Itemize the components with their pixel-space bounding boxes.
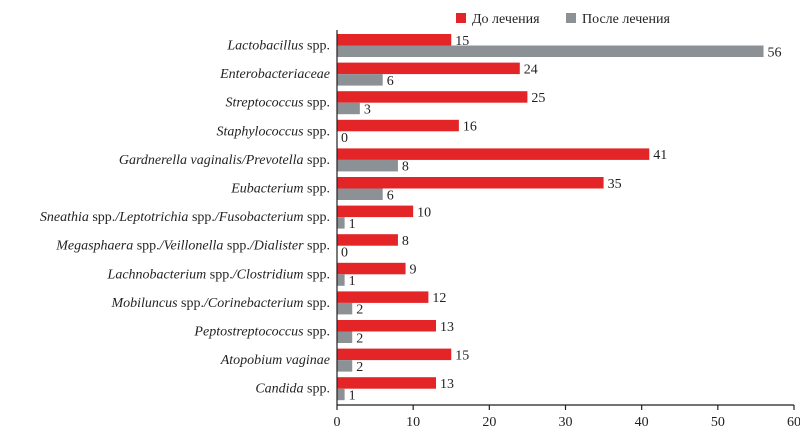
bar-after (337, 102, 360, 115)
legend-swatch (566, 13, 576, 23)
bar-before (337, 291, 429, 303)
value-labels: 15 56 24 6 25 3 16 0 41 8 35 6 10 1 8 0 9 1 12 2 13 2 15 2 13 1 (341, 34, 782, 404)
category-label: Atopobium vaginae (220, 353, 330, 368)
x-tick-label: 60 (787, 415, 800, 430)
bar-before (337, 205, 414, 218)
bar-before (337, 234, 398, 246)
x-axis: 0 10 20 30 40 50 60 (334, 30, 800, 430)
value-label: 1 (349, 388, 356, 403)
value-label: 16 (463, 120, 477, 135)
value-label: 12 (432, 291, 446, 306)
category-label: Gardnerella vaginalis/Prevotella spp. (119, 153, 330, 168)
bar-before (337, 177, 604, 189)
category-label: Enterobacteriaceae (219, 67, 330, 82)
value-label: 2 (356, 303, 363, 318)
bar-before (337, 119, 459, 132)
category-label: Peptostreptococcus spp. (193, 325, 330, 340)
value-label: 15 (455, 348, 469, 363)
x-tick-label: 50 (711, 415, 725, 430)
bar-after (337, 360, 353, 372)
value-label: 41 (653, 148, 667, 163)
value-label: 1 (349, 274, 356, 289)
value-label: 0 (341, 245, 348, 260)
value-label: 2 (356, 360, 363, 375)
bar-after (337, 331, 353, 343)
category-label: Lactobacillus spp. (226, 39, 330, 54)
value-label: 25 (531, 91, 545, 106)
legend-label: До лечения (472, 12, 540, 27)
value-label: 1 (349, 217, 356, 232)
category-label: Lachnobacterium spp./Clostridium spp. (107, 267, 330, 282)
category-label: Megasphaera spp./Veillonella spp./Dialis… (55, 239, 330, 254)
bar-before (337, 62, 520, 75)
bar-after (337, 274, 345, 286)
value-label: 8 (402, 234, 409, 249)
value-label: 13 (440, 320, 454, 335)
bar-before (337, 148, 650, 160)
value-label: 56 (768, 45, 782, 60)
legend-swatch (456, 13, 466, 23)
value-label: 6 (387, 188, 394, 203)
x-tick-label: 40 (635, 415, 649, 430)
value-label: 13 (440, 377, 454, 392)
x-tick-label: 30 (559, 415, 573, 430)
bar-before (337, 348, 452, 361)
value-label: 15 (455, 34, 469, 49)
value-label: 35 (608, 177, 622, 192)
legend: До лечения После лечения (456, 12, 670, 27)
x-tick-label: 10 (406, 415, 420, 430)
category-label: Mobiluncus spp./Corinebacterium spp. (110, 296, 330, 311)
bar-after (337, 388, 345, 401)
bar-before (337, 377, 437, 389)
bar-after (337, 159, 398, 172)
bar-after (337, 188, 383, 200)
category-label: Eubacterium spp. (230, 182, 330, 197)
bar-before (337, 34, 452, 46)
bar-after (337, 217, 345, 229)
value-label: 24 (524, 62, 538, 77)
bar-before (337, 91, 528, 103)
x-tick-label: 0 (334, 415, 341, 430)
bar-before (337, 320, 437, 332)
legend-label: После лечения (582, 12, 670, 27)
category-label: Sneathia spp./Leptotrichia spp./Fusobact… (40, 210, 330, 225)
bar-after (337, 302, 353, 315)
value-label: 8 (402, 160, 409, 175)
value-label: 3 (364, 102, 371, 117)
category-label: Staphylococcus spp. (216, 124, 330, 139)
bar-after (337, 45, 764, 57)
category-label: Candida spp. (255, 382, 330, 397)
bar-before (337, 262, 406, 275)
value-label: 2 (356, 331, 363, 346)
value-label: 6 (387, 74, 394, 89)
x-tick-label: 20 (482, 415, 496, 430)
value-label: 10 (417, 205, 431, 220)
bar-after (337, 74, 383, 86)
category-label: Streptococcus spp. (226, 96, 330, 111)
value-label: 0 (341, 131, 348, 146)
value-label: 9 (410, 263, 417, 278)
category-labels: Lactobacillus spp. Enterobacteriaceae Stre… (40, 39, 330, 397)
bars (337, 34, 764, 401)
